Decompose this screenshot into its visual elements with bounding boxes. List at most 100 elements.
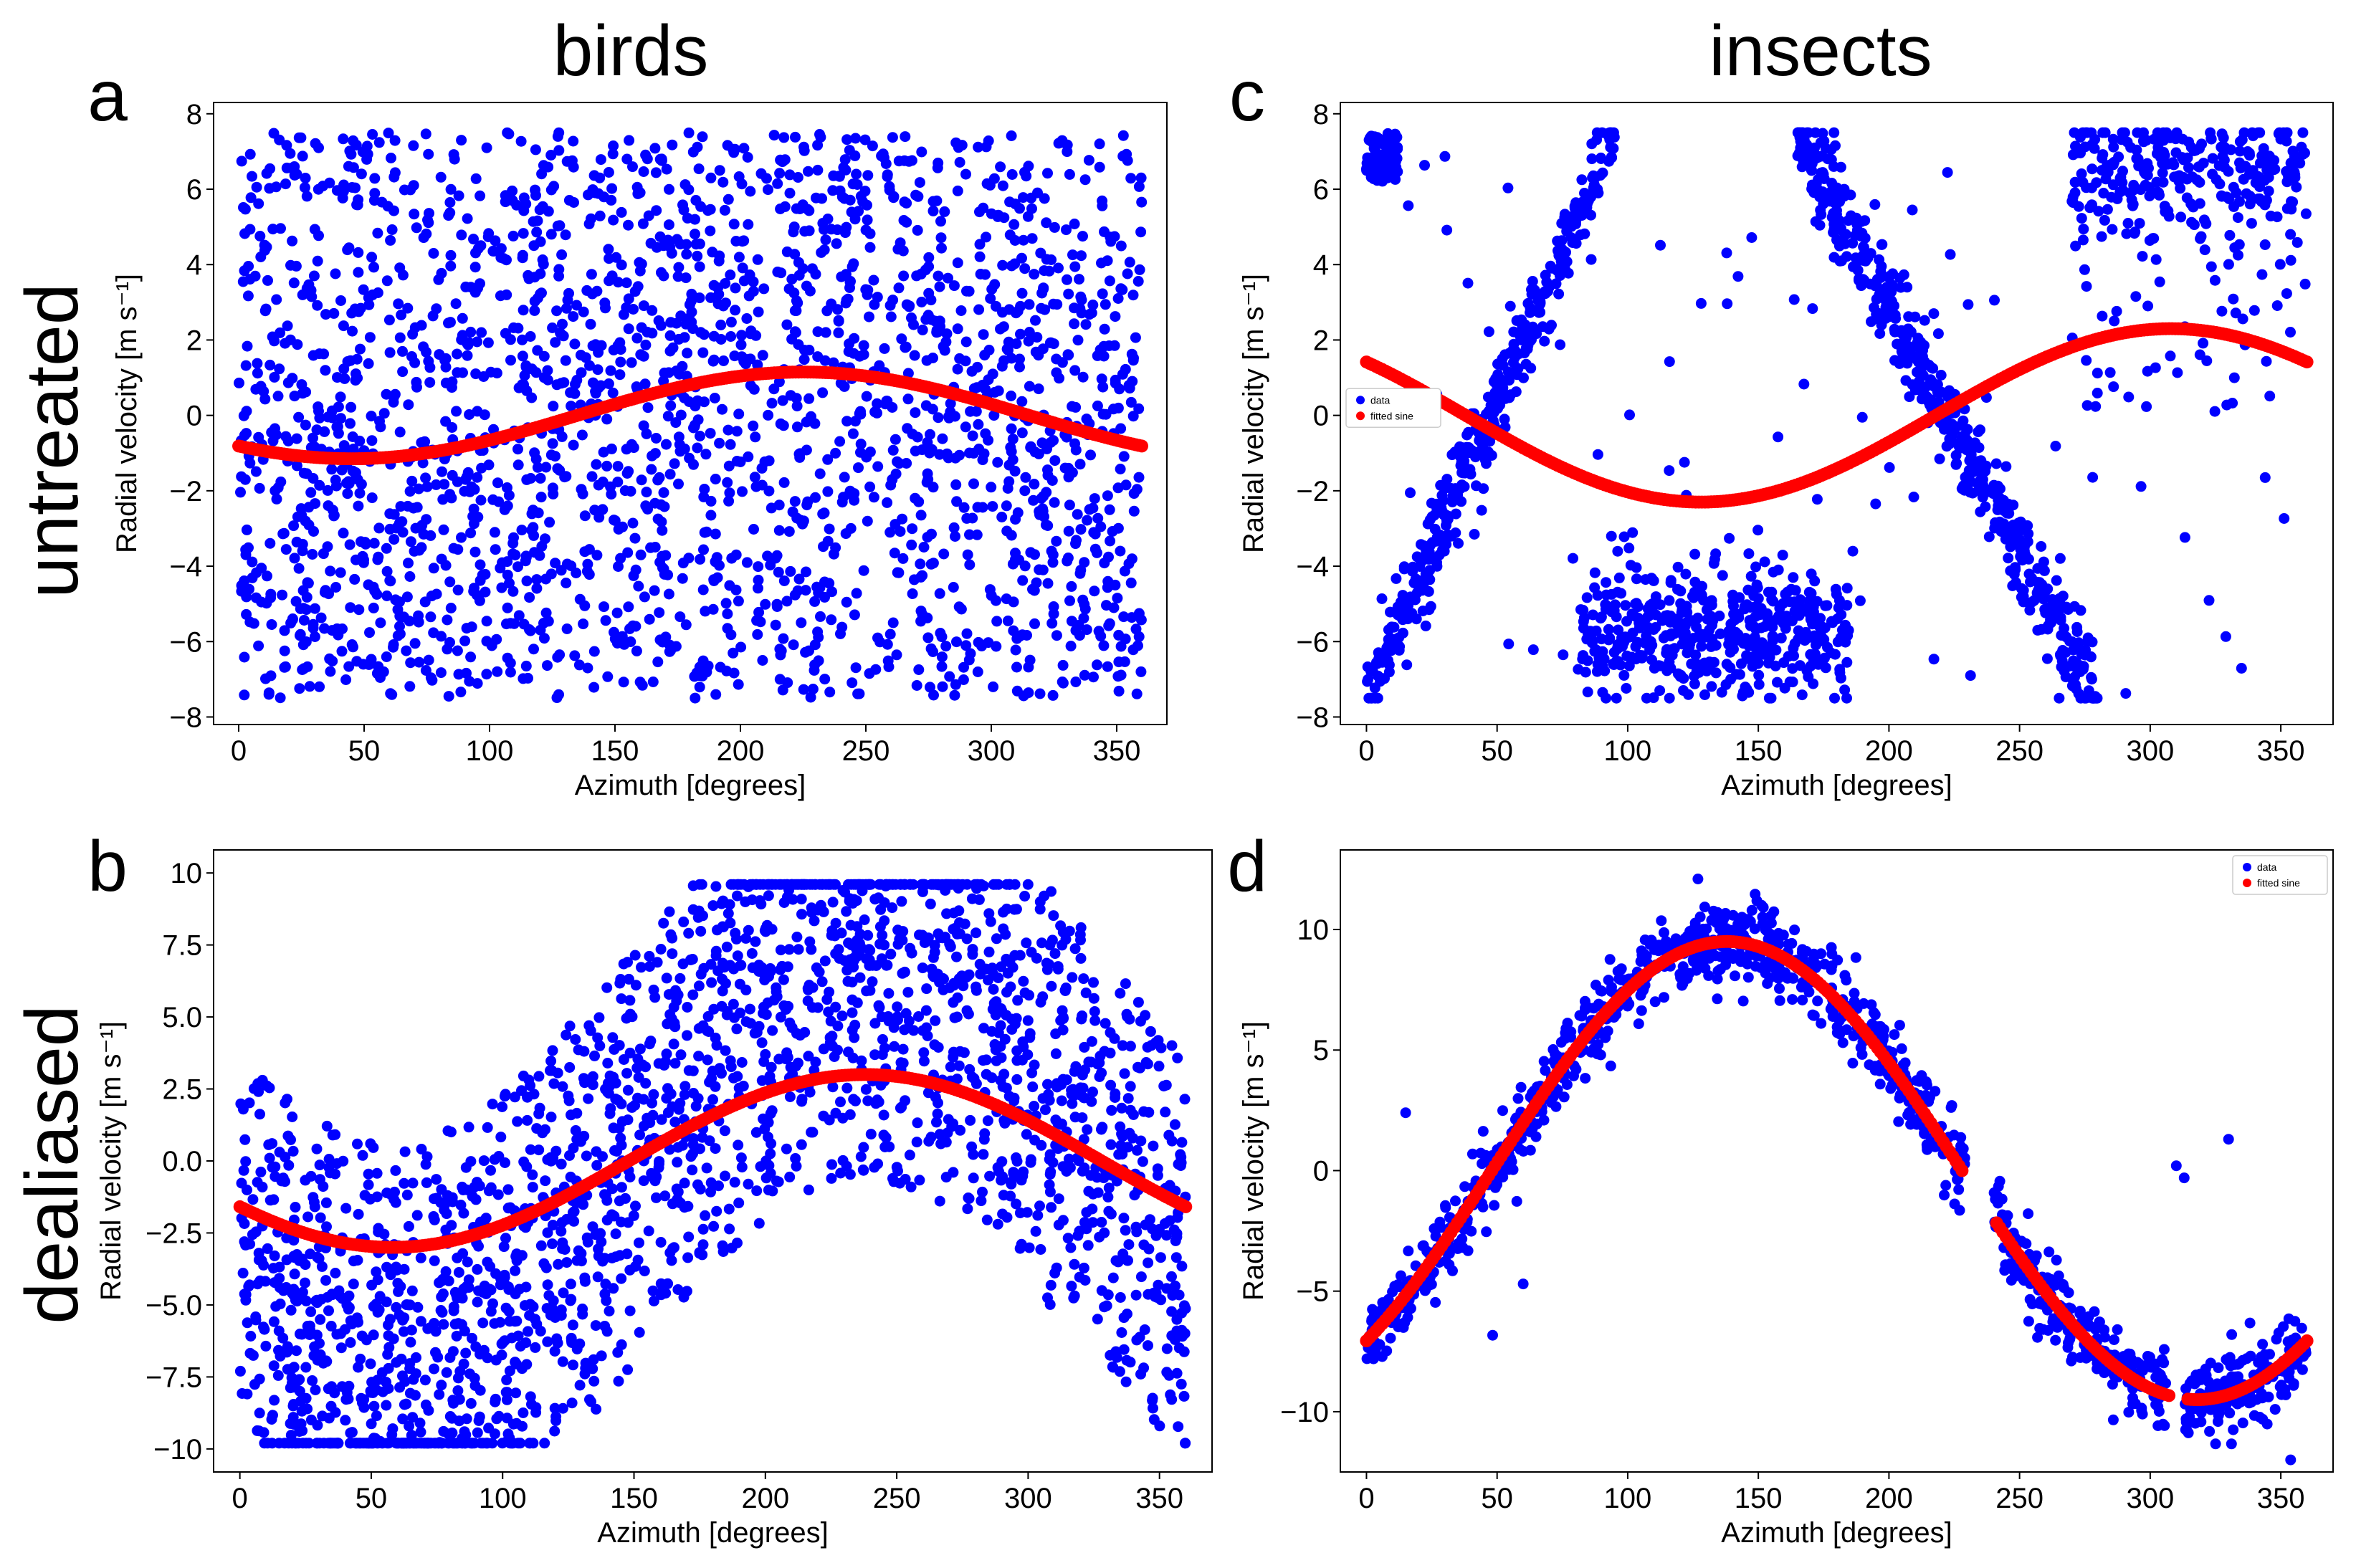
data-point [281,162,292,173]
data-point [954,157,965,168]
data-point [2125,142,2137,153]
data-point [927,196,939,207]
data-point [1879,288,1890,300]
data-point [1858,241,1869,252]
data-point [822,535,834,547]
data-point [2256,269,2268,280]
data-point [1689,576,1701,588]
data-point [2120,688,2132,699]
data-point [1904,391,1915,403]
data-point [927,403,938,415]
data-point [1829,692,1840,704]
data-point [646,464,657,475]
data-point [431,303,442,315]
data-point [640,500,652,512]
data-point [2252,171,2264,182]
data-point [2227,398,2238,408]
data-point [282,436,294,446]
data-point [2198,338,2209,349]
data-point [821,305,833,317]
data-point [1023,661,1034,673]
data-point [1973,426,1984,438]
data-point [1036,493,1047,504]
data-point [1753,669,1765,681]
data-point [1709,553,1720,565]
data-point [423,654,434,666]
data-point [2252,127,2264,138]
data-point [1117,368,1128,380]
data-point [2032,563,2043,574]
data-point [2129,228,2140,239]
data-point [538,350,550,362]
data-point [472,678,483,689]
data-point [469,287,481,298]
data-point [1025,441,1036,453]
data-point [700,449,712,460]
data-point [457,312,468,324]
data-point [367,129,378,140]
data-point [262,570,272,582]
data-point [402,500,414,512]
data-point [328,510,340,522]
data-point [462,213,473,224]
data-point [548,401,559,412]
data-point [1664,595,1675,606]
data-point [307,549,318,560]
data-point [1387,137,1398,148]
data-point [755,168,767,179]
data-point [1021,630,1032,641]
data-point [1902,323,1914,335]
data-point [1871,309,1882,320]
data-point [1009,235,1021,246]
data-point [2209,274,2221,286]
data-point [525,331,536,342]
data-point [1990,521,2001,532]
data-point [308,270,320,282]
data-point [310,498,321,510]
data-point [561,302,572,314]
data-point [481,142,492,153]
data-point [1750,611,1761,622]
data-point [445,603,457,613]
data-point [401,645,412,656]
data-point [1832,197,1844,209]
data-point [887,132,898,143]
data-point [1613,572,1625,583]
data-point [401,591,413,603]
data-point [275,223,286,234]
data-point [1492,369,1504,380]
data-point [336,464,348,476]
data-point [314,412,325,424]
data-point [1699,689,1710,700]
data-point [753,575,764,585]
data-point [2155,152,2166,163]
data-point [771,550,783,561]
data-point [1828,252,1840,263]
data-point [1078,613,1089,624]
data-point [594,1040,606,1051]
data-point [984,584,996,596]
data-point [1947,419,1958,430]
data-point [858,349,869,360]
data-point [1014,353,1025,365]
data-point [378,666,389,677]
data-point [1621,616,1632,627]
data-point [830,542,841,553]
data-point [536,168,548,180]
data-point [381,275,393,287]
data-point [1076,295,1087,305]
data-point [850,662,862,674]
data-point [725,269,736,281]
data-point [351,353,363,365]
data-point [431,479,442,490]
data-point [1127,290,1139,301]
data-point [784,169,796,181]
data-point [1023,161,1034,172]
data-point [1126,612,1138,623]
data-point [1064,595,1075,606]
data-point [2144,235,2155,247]
data-point [730,236,742,247]
data-point [397,366,409,378]
data-point [2172,171,2183,182]
data-point [1556,235,1568,247]
